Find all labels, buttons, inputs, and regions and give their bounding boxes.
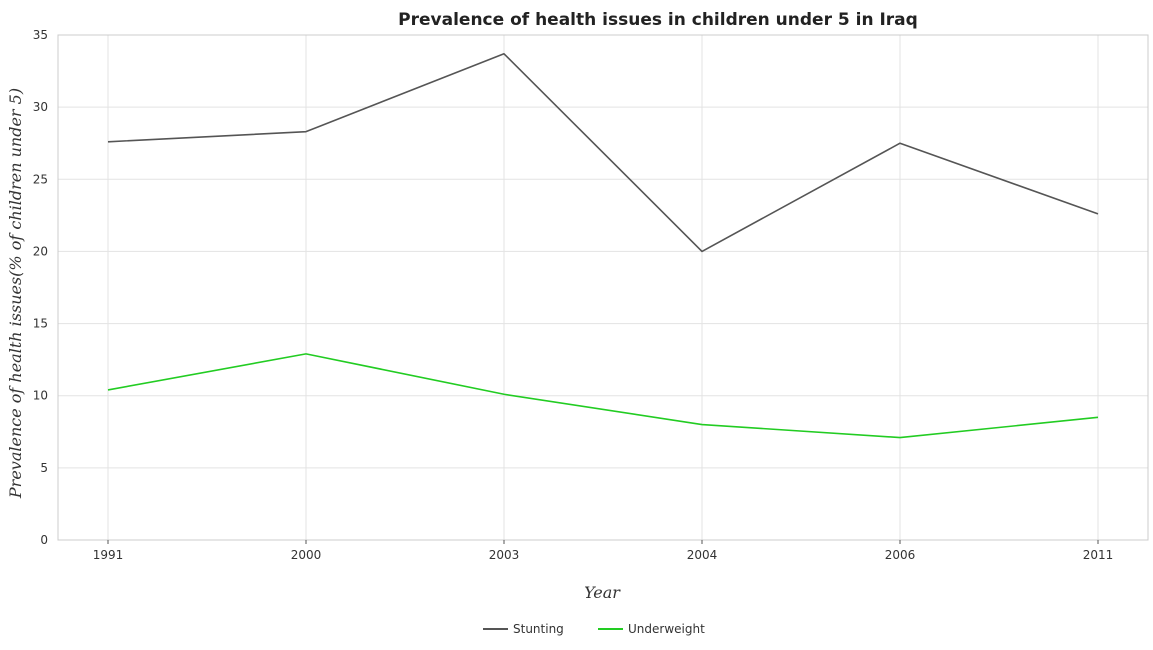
grid [58, 34, 1148, 541]
x-axis: 1991 2000 2003 2004 2006 2011 [93, 540, 1114, 562]
y-tick-label: 0 [40, 533, 48, 547]
chart-title: Prevalence of health issues in children … [398, 10, 918, 30]
y-tick-label: 35 [33, 28, 48, 42]
y-axis-label: Prevalence of health issues(% of childre… [6, 88, 25, 499]
x-tick-label: 2000 [291, 548, 322, 562]
y-tick-label: 25 [33, 172, 48, 186]
x-axis-label: Year [584, 583, 621, 602]
plot-area [57, 34, 1149, 541]
legend-label-underweight: Underweight [628, 622, 705, 636]
y-tick-label: 30 [33, 100, 48, 114]
legend-label-stunting: Stunting [513, 622, 564, 636]
y-tick-label: 20 [33, 244, 48, 258]
y-tick-label: 15 [33, 317, 48, 331]
x-tick-label: 1991 [93, 548, 124, 562]
legend: Stunting Underweight [483, 622, 705, 636]
series-line-stunting [107, 52, 1099, 253]
series-lines [107, 52, 1099, 439]
x-tick-label: 2003 [489, 548, 520, 562]
x-tick-label: 2006 [885, 548, 916, 562]
series-line-underweight [107, 353, 1099, 439]
y-tick-label: 10 [33, 389, 48, 403]
x-tick-label: 2011 [1083, 548, 1114, 562]
y-tick-label: 5 [40, 461, 48, 475]
y-axis: 0 5 10 15 20 25 30 35 [33, 28, 48, 547]
x-tick-label: 2004 [687, 548, 718, 562]
